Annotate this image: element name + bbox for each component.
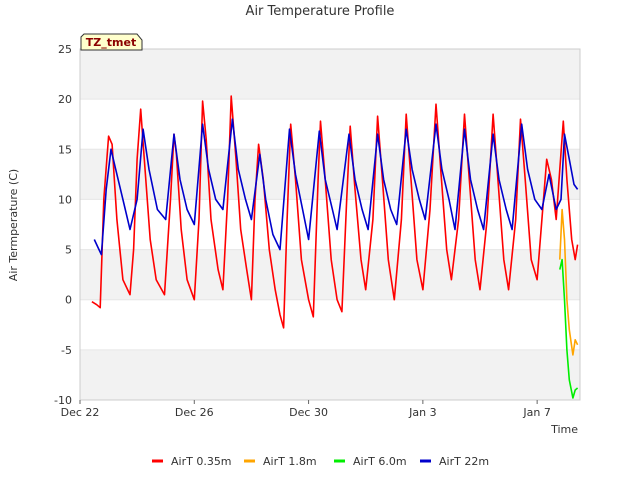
station-badge-label: TZ_tmet: [86, 36, 136, 49]
y-tick-label: -10: [54, 394, 72, 407]
x-tick-label: Jan 3: [408, 406, 436, 419]
series-line-3: [559, 258, 579, 399]
x-axis-label: Time: [550, 423, 578, 436]
y-tick-label: 15: [58, 143, 72, 156]
y-tick-label: -5: [61, 344, 72, 357]
x-tick-label: Jan 7: [522, 406, 550, 419]
series-line-1: [91, 95, 579, 329]
background-band: [80, 349, 580, 400]
y-tick-label: 20: [58, 93, 72, 106]
chart-title: Air Temperature Profile: [246, 4, 395, 19]
legend: AirT 0.35m AirT 1.8m AirT 6.0m AirT 22m: [152, 455, 489, 468]
x-tick-label: Dec 22: [61, 406, 100, 419]
plot-area-border: [79, 48, 581, 401]
background-band: [80, 149, 580, 200]
series-line-4: [93, 118, 579, 256]
legend-label: AirT 22m: [439, 455, 489, 468]
station-badge-box: [80, 33, 143, 51]
legend-label: AirT 1.8m: [263, 455, 317, 468]
y-tick-label: 0: [65, 294, 72, 307]
station-badge: TZ_tmet: [80, 33, 143, 51]
series-line-2: [559, 208, 579, 356]
x-tick-label: Dec 26: [175, 406, 214, 419]
x-tick-label: Dec 30: [289, 406, 328, 419]
background-band: [80, 49, 580, 100]
legend-label: AirT 6.0m: [353, 455, 407, 468]
y-tick-label: 25: [58, 43, 72, 56]
legend-label: AirT 0.35m: [171, 455, 232, 468]
y-axis-label: Air Termperature (C): [7, 169, 20, 281]
y-tick-label: 10: [58, 193, 72, 206]
y-tick-label: 5: [65, 244, 72, 257]
